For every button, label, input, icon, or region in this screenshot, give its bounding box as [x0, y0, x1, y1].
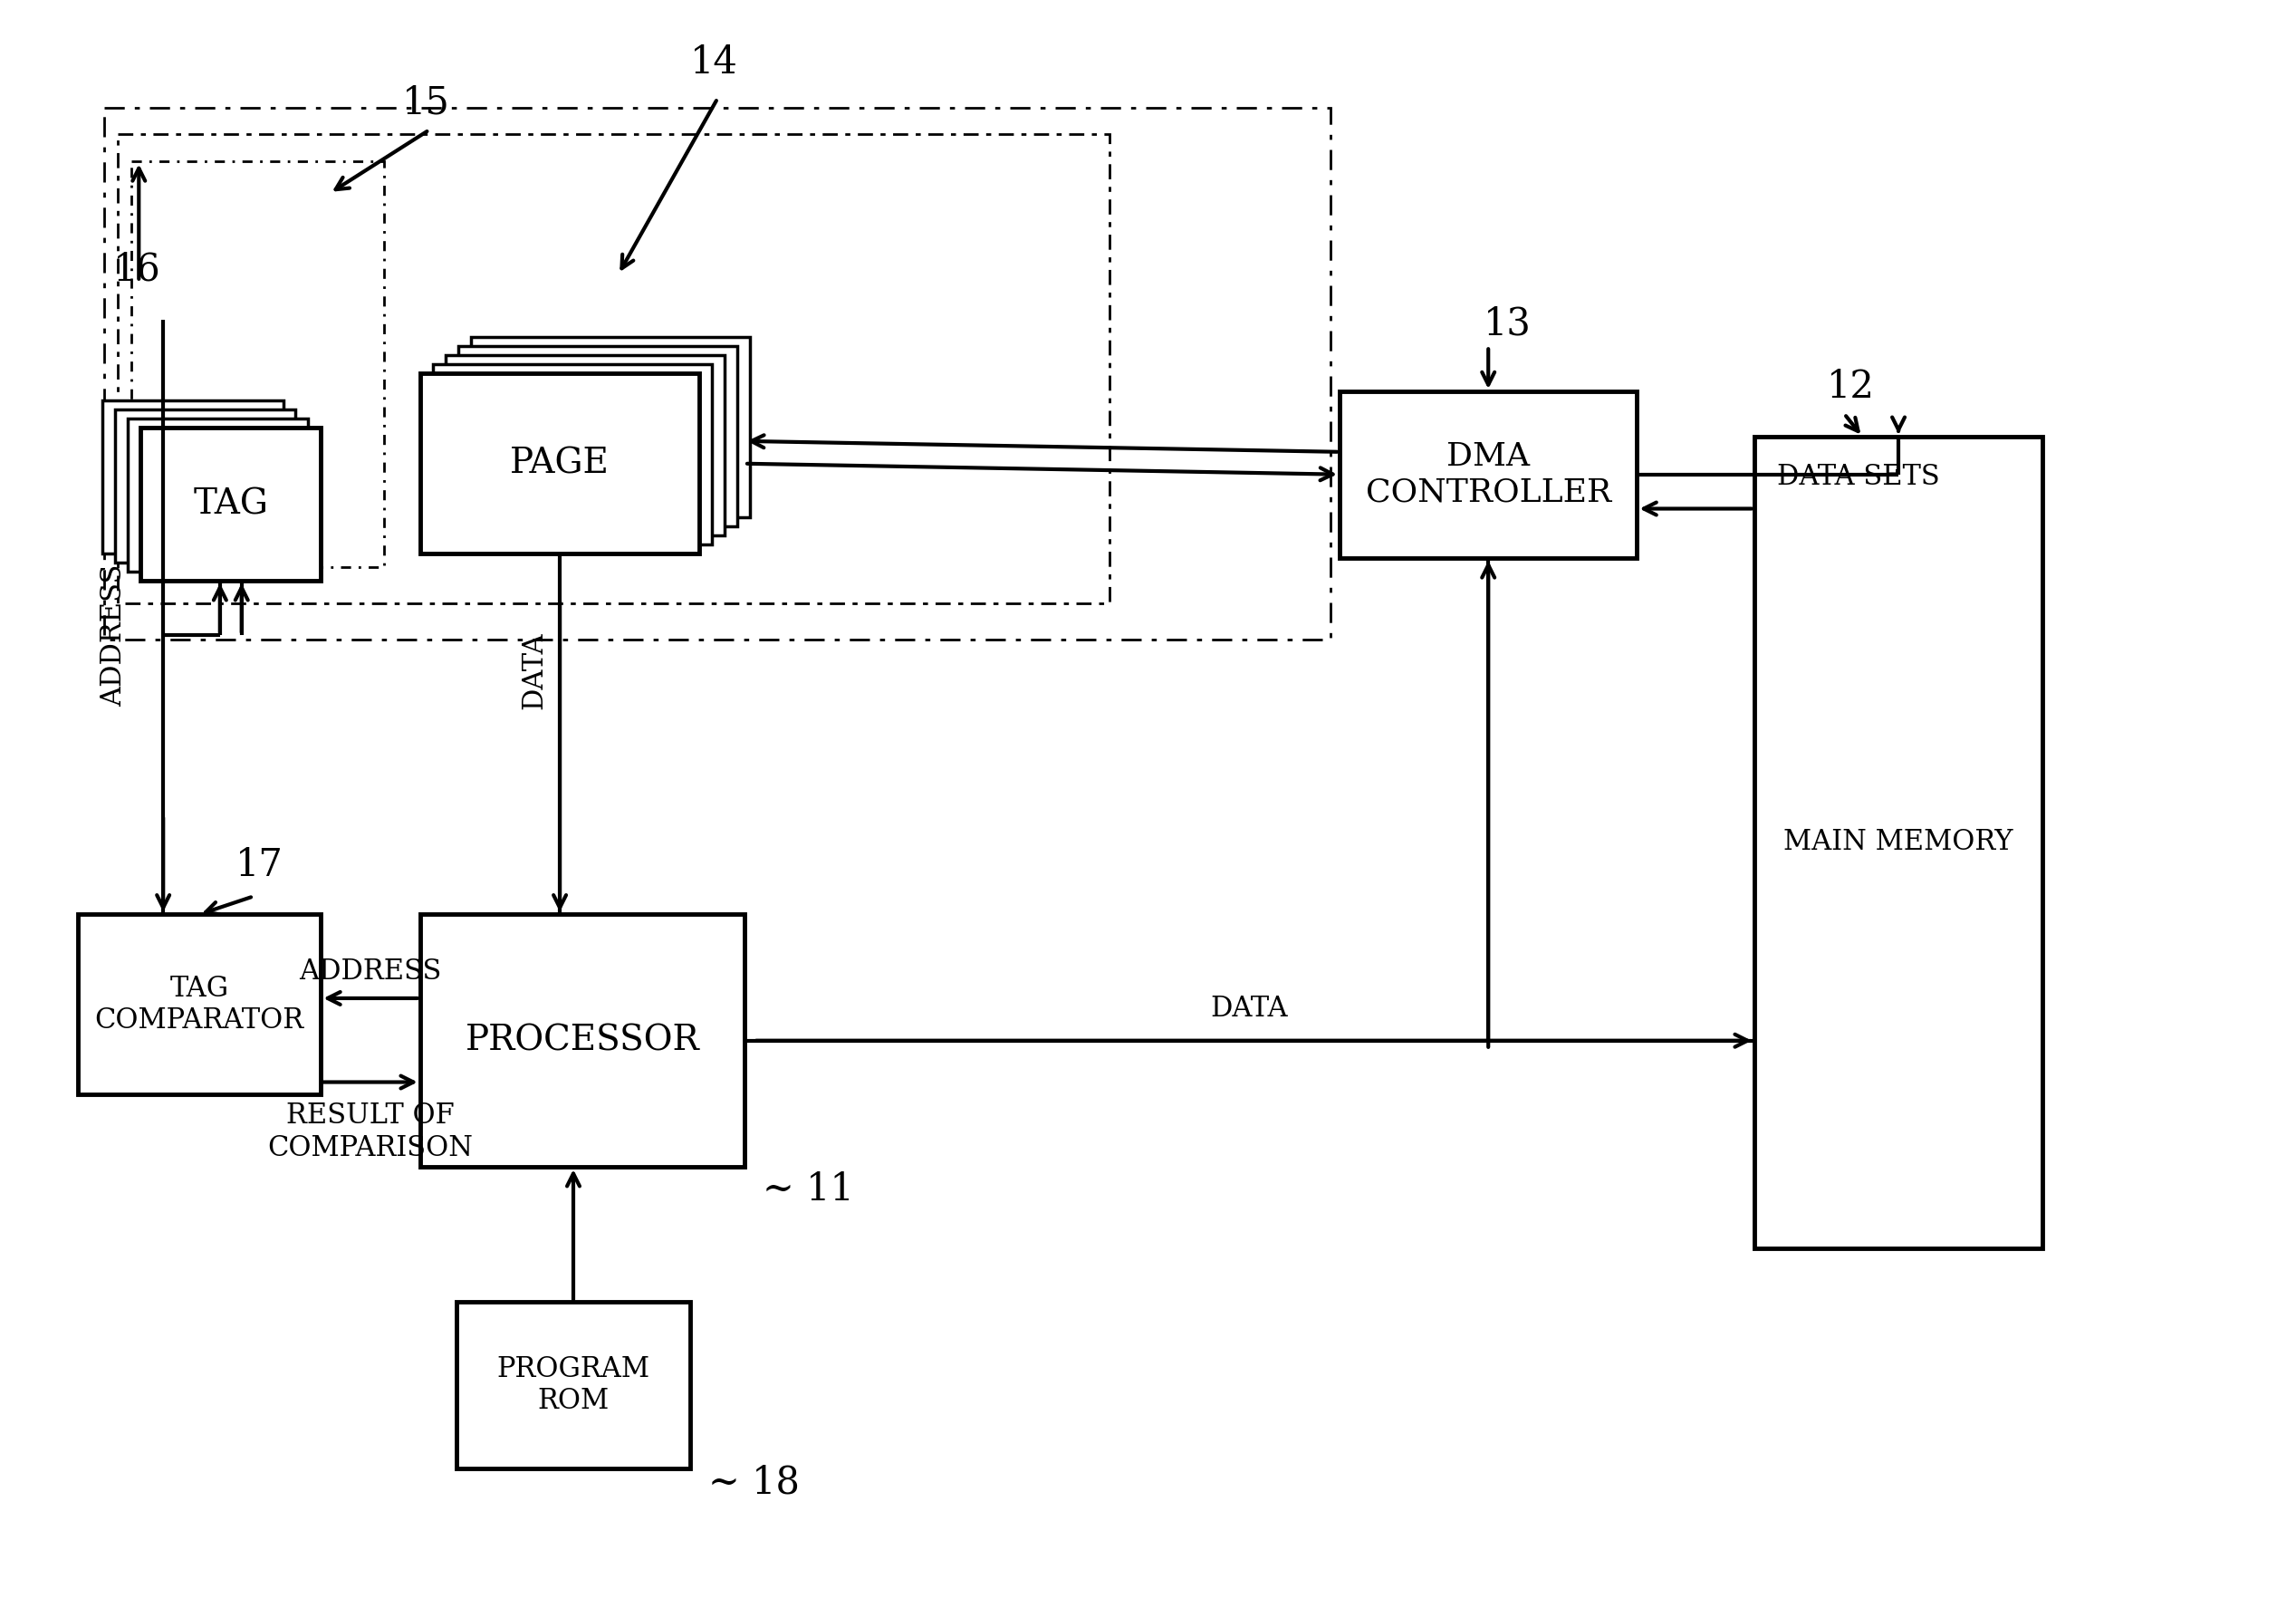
- Text: 16: 16: [113, 251, 161, 289]
- Bar: [420, 374, 700, 555]
- Text: ~ 18: ~ 18: [709, 1464, 799, 1502]
- Bar: [457, 1302, 691, 1469]
- Text: PROGRAM
ROM: PROGRAM ROM: [496, 1355, 650, 1416]
- Bar: [457, 347, 737, 527]
- Bar: [103, 401, 282, 555]
- Text: ADDRESS: ADDRESS: [99, 564, 129, 706]
- Text: ~ 11: ~ 11: [762, 1170, 854, 1208]
- Text: 14: 14: [691, 43, 739, 81]
- Text: PROCESSOR: PROCESSOR: [466, 1024, 700, 1058]
- Bar: [115, 409, 296, 562]
- Text: DATA SETS: DATA SETS: [1777, 463, 1940, 491]
- Bar: [78, 914, 321, 1095]
- Text: DATA: DATA: [1210, 996, 1288, 1023]
- Bar: [705, 439, 739, 468]
- Text: 15: 15: [402, 85, 450, 121]
- Text: TAG
COMPARATOR: TAG COMPARATOR: [94, 975, 303, 1036]
- Text: 17: 17: [234, 845, 282, 884]
- Text: 12: 12: [1825, 368, 1874, 406]
- Bar: [703, 423, 737, 452]
- Text: DMA
CONTROLLER: DMA CONTROLLER: [1366, 441, 1612, 508]
- Bar: [117, 134, 1109, 604]
- Bar: [471, 337, 751, 518]
- Text: ADDRESS: ADDRESS: [298, 957, 441, 986]
- Bar: [420, 914, 744, 1167]
- Text: DATA: DATA: [521, 633, 549, 710]
- Bar: [1339, 392, 1637, 558]
- Bar: [707, 457, 742, 486]
- Text: PAGE: PAGE: [510, 447, 608, 481]
- Bar: [709, 473, 744, 502]
- Text: TAG: TAG: [193, 487, 269, 521]
- Bar: [106, 107, 1332, 639]
- Text: 13: 13: [1483, 305, 1531, 344]
- Text: MAIN MEMORY: MAIN MEMORY: [1784, 828, 2014, 857]
- Bar: [700, 407, 735, 436]
- Text: RESULT OF
COMPARISON: RESULT OF COMPARISON: [269, 1101, 473, 1162]
- Bar: [131, 161, 383, 567]
- Bar: [700, 392, 735, 420]
- Bar: [140, 428, 321, 580]
- Bar: [129, 419, 308, 572]
- Bar: [1754, 436, 2043, 1248]
- Bar: [432, 364, 712, 545]
- Bar: [445, 355, 726, 535]
